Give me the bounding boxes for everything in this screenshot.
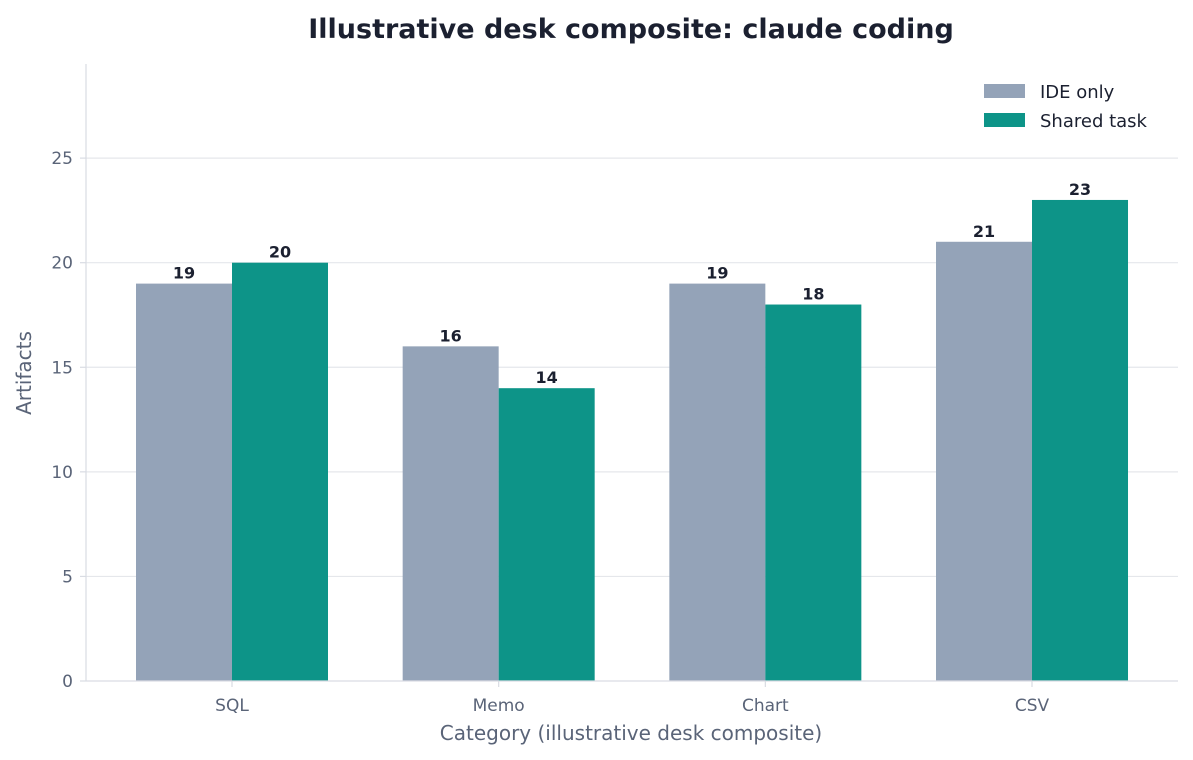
x-tick-label: SQL bbox=[215, 696, 249, 716]
x-tick-label: Memo bbox=[473, 696, 525, 716]
bar-ide-only-sql bbox=[136, 283, 232, 681]
bar-shared-task-sql bbox=[232, 262, 328, 681]
bar-shared-task-memo bbox=[498, 388, 595, 681]
legend-label: Shared task bbox=[1040, 111, 1148, 132]
legend-swatch bbox=[984, 84, 1025, 98]
bar-shared-task-chart bbox=[765, 304, 862, 681]
bar-value-label: 21 bbox=[973, 222, 995, 241]
x-axis-label: Category (illustrative desk composite) bbox=[440, 721, 822, 745]
y-tick-label: 0 bbox=[62, 672, 73, 692]
bar-ide-only-memo bbox=[402, 346, 499, 681]
data-labels: 19 20 16 14 19 18 21 23 bbox=[173, 180, 1091, 387]
bars bbox=[136, 199, 1129, 681]
y-axis-label: Artifacts bbox=[12, 331, 36, 415]
bar-shared-task-csv bbox=[1032, 199, 1129, 681]
bar-ide-only-csv bbox=[936, 241, 1033, 681]
bar-value-label: 14 bbox=[536, 368, 558, 387]
y-tick-label: 20 bbox=[51, 254, 73, 274]
bar-ide-only-chart bbox=[669, 283, 766, 681]
bar-value-label: 20 bbox=[269, 243, 291, 262]
legend-swatch bbox=[984, 113, 1025, 127]
x-tick-label: CSV bbox=[1015, 696, 1050, 716]
bar-value-label: 18 bbox=[802, 285, 824, 304]
y-tick-label: 25 bbox=[51, 149, 73, 169]
y-tick-label: 5 bbox=[62, 567, 73, 587]
legend: IDE only Shared task bbox=[984, 82, 1148, 132]
legend-label: IDE only bbox=[1040, 82, 1115, 103]
bar-value-label: 19 bbox=[173, 264, 195, 283]
y-tick-label: 15 bbox=[51, 358, 73, 378]
bar-value-label: 16 bbox=[440, 326, 462, 345]
x-tick-label: Chart bbox=[742, 696, 789, 716]
axes: 0 5 10 15 20 25 SQL Memo Chart CSV bbox=[51, 64, 1178, 716]
y-tick-label: 10 bbox=[51, 463, 73, 483]
chart-title: Illustrative desk composite: claude codi… bbox=[308, 14, 954, 45]
bar-value-label: 23 bbox=[1069, 180, 1091, 199]
bar-value-label: 19 bbox=[706, 264, 728, 283]
